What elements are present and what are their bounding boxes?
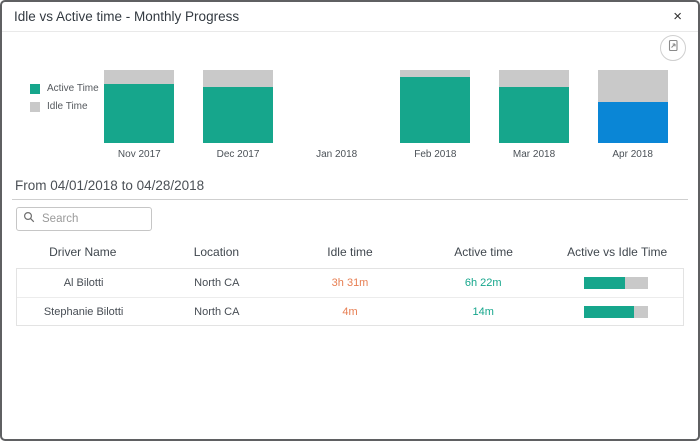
cell-location: North CA (194, 305, 240, 318)
col-driver-name: Driver Name (49, 245, 117, 259)
stacked-bar[interactable] (302, 70, 372, 143)
active-vs-idle-bar (584, 277, 649, 289)
cell-driver-name: Stephanie Bilotti (43, 305, 124, 318)
col-idle-time: Idle time (327, 245, 373, 259)
bar-group: Feb 2018 (386, 70, 485, 164)
active-segment[interactable] (400, 77, 471, 143)
cell-active-vs-idle (550, 277, 683, 289)
active-fill (584, 305, 635, 318)
x-axis-label: Nov 2017 (117, 149, 161, 160)
cell-idle-time: 4m (342, 305, 358, 318)
x-axis-label: Jan 2018 (316, 149, 358, 160)
idle-segment[interactable] (203, 70, 273, 87)
bar-group: Mar 2018 (485, 70, 584, 164)
bar-chart: Nov 2017 Dec 2017 Jan 2018 Feb 2018 Mar 2018… (90, 70, 682, 164)
table-body: Al Bilotti North CA 3h 31m 6h 22m Stephanie … (16, 268, 684, 326)
x-axis-label: Feb 2018 (414, 149, 457, 160)
chart-legend: Active Time Idle Time (30, 83, 99, 119)
cell-idle-time: 3h 31m (331, 277, 369, 289)
period-heading: From 04/01/2018 to 04/28/2018 (15, 178, 205, 193)
bar-group: Nov 2017 (90, 70, 189, 164)
dialog-header: Idle vs Active time - Monthly Progress × (2, 2, 698, 32)
bar-group: Dec 2017 (189, 70, 288, 164)
stacked-bar[interactable] (499, 70, 570, 143)
search-input[interactable] (40, 212, 145, 226)
table-header-row: Driver Name Location Idle time Active ti… (16, 240, 684, 264)
drivers-table: Driver Name Location Idle time Active ti… (16, 240, 684, 326)
stacked-bar[interactable] (203, 70, 273, 143)
active-vs-idle-bar (584, 305, 649, 318)
stacked-bar[interactable] (597, 70, 668, 143)
legend-item-idle[interactable]: Idle Time (30, 101, 99, 112)
stacked-bar[interactable] (400, 70, 471, 143)
cell-active-time: 14m (472, 305, 494, 318)
active-time-swatch (30, 83, 40, 94)
idle-segment[interactable] (400, 70, 471, 78)
col-active-time: Active time (454, 245, 513, 259)
active-segment[interactable] (104, 83, 175, 143)
bar-group: Apr 2018 (583, 70, 682, 164)
search-box (16, 207, 152, 231)
idle-segment[interactable] (597, 70, 668, 103)
cell-driver-name: Al Bilotti (63, 277, 104, 289)
close-icon[interactable]: × (673, 8, 682, 25)
x-axis-label: Mar 2018 (512, 149, 556, 160)
legend-label-active: Active Time (47, 83, 99, 94)
search-icon (23, 210, 35, 228)
table-row[interactable]: Stephanie Bilotti North CA 4m 14m (17, 297, 683, 325)
idle-segment[interactable] (499, 70, 570, 87)
x-axis-label: Dec 2017 (216, 149, 260, 160)
legend-item-active[interactable]: Active Time (30, 83, 99, 94)
bar-group: Jan 2018 (287, 70, 386, 164)
legend-label-idle: Idle Time (47, 101, 88, 112)
stacked-bar[interactable] (104, 70, 175, 143)
active-segment[interactable] (203, 86, 273, 143)
export-image-button[interactable] (660, 35, 686, 61)
active-segment[interactable] (499, 86, 570, 143)
export-image-icon (666, 39, 680, 58)
idle-segment[interactable] (104, 70, 175, 84)
dialog-title: Idle vs Active time - Monthly Progress (14, 9, 240, 24)
period-divider (12, 199, 688, 200)
table-row[interactable]: Al Bilotti North CA 3h 31m 6h 22m (17, 269, 683, 297)
active-segment[interactable] (597, 102, 668, 143)
cell-active-time: 6h 22m (464, 277, 502, 289)
idle-time-swatch (30, 101, 40, 112)
x-axis-label: Apr 2018 (612, 149, 653, 160)
cell-location: North CA (194, 277, 240, 289)
col-active-vs-idle: Active vs Idle Time (567, 245, 668, 259)
cell-active-vs-idle (550, 305, 683, 318)
active-fill (584, 277, 626, 289)
col-location: Location (193, 245, 240, 259)
